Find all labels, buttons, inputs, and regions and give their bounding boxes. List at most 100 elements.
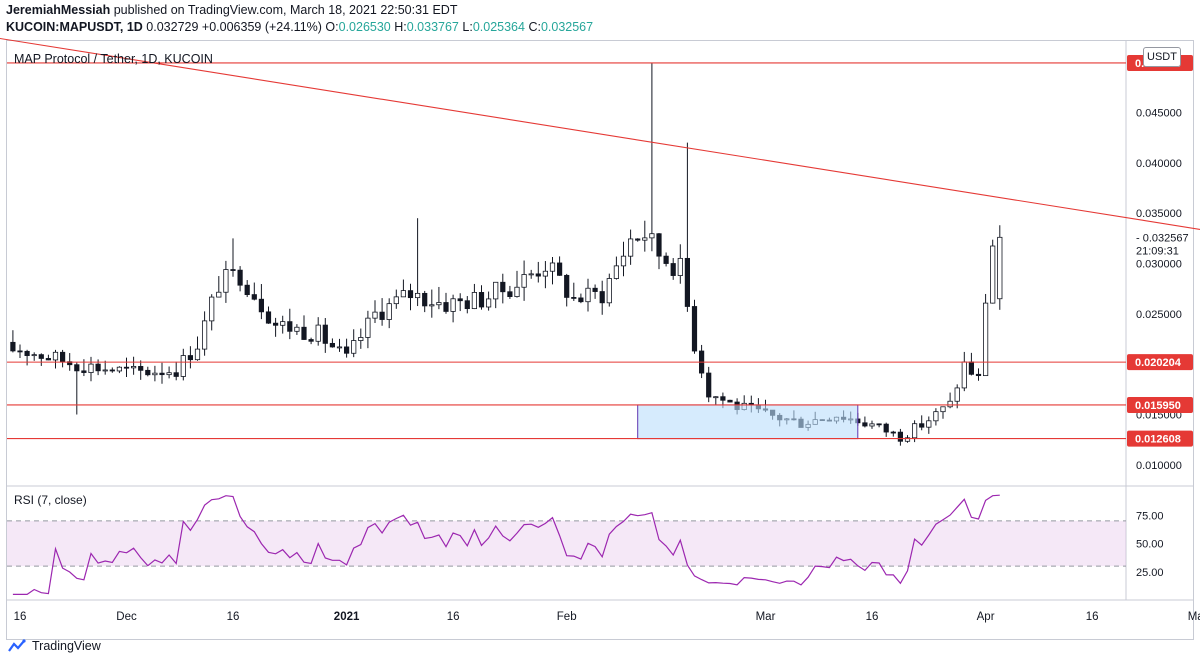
- candle: [628, 229, 634, 265]
- candle: [642, 220, 648, 252]
- y-tick-label: 0.040000: [1136, 158, 1182, 170]
- candle: [109, 367, 115, 373]
- candle-body: [549, 262, 556, 272]
- candle-body: [897, 431, 904, 442]
- candle-body: [265, 311, 272, 324]
- candle: [699, 344, 705, 379]
- candle-body: [393, 296, 399, 305]
- rsi-tick-label: 75.00: [1136, 510, 1164, 522]
- chart-panel[interactable]: [6, 40, 1194, 640]
- candle-body: [223, 269, 229, 293]
- y-tick-label: 0.035000: [1136, 208, 1182, 220]
- candle: [351, 329, 357, 358]
- candle-body: [975, 373, 982, 377]
- candle-body: [329, 342, 336, 348]
- open-value: 0.026530: [338, 20, 391, 34]
- candle: [961, 351, 967, 392]
- level-price-tag: [1127, 396, 1193, 413]
- candle-body: [95, 363, 101, 372]
- symbol-name: KUCOIN:MAPUSDT, 1D: [6, 20, 143, 34]
- candle: [897, 428, 904, 446]
- candle: [713, 396, 719, 406]
- level-price-label: 0.012608: [1135, 434, 1181, 446]
- x-tick-label: 16: [14, 611, 27, 623]
- candle-body: [628, 238, 634, 257]
- candle: [209, 294, 215, 331]
- candle: [315, 317, 321, 346]
- level-price-label: 0.015950: [1135, 400, 1181, 412]
- candle: [386, 298, 392, 329]
- rsi-tick-label: 25.00: [1136, 567, 1164, 579]
- candle-body: [280, 321, 286, 326]
- candle: [60, 349, 66, 368]
- candle-body: [890, 431, 896, 434]
- candle-body: [997, 236, 1003, 300]
- price-change: +0.006359 (+24.11%): [201, 20, 322, 34]
- level-price-label: 0.020204: [1135, 357, 1182, 369]
- candle-body: [706, 372, 712, 398]
- candle-body: [720, 396, 726, 401]
- candle: [230, 238, 236, 277]
- candle: [975, 368, 982, 381]
- candle: [436, 286, 442, 310]
- brand-text[interactable]: TradingView: [32, 639, 101, 653]
- candle-body: [400, 290, 407, 298]
- candle: [329, 338, 336, 348]
- candle: [514, 270, 520, 298]
- candle-body: [606, 278, 612, 304]
- candle-body: [372, 311, 378, 319]
- candle: [457, 293, 463, 312]
- candle: [17, 344, 23, 359]
- candle-body: [173, 372, 179, 377]
- candle-body: [379, 311, 385, 320]
- candle-body: [166, 372, 172, 376]
- candle: [890, 430, 896, 437]
- rsi-line: [12, 494, 1000, 596]
- open-label: O:: [325, 20, 339, 34]
- candle-body: [17, 350, 23, 353]
- candle: [968, 352, 975, 376]
- candle: [365, 310, 371, 349]
- candle-body: [74, 364, 80, 372]
- candle-body: [507, 291, 513, 297]
- candle-body: [145, 369, 151, 376]
- candle: [670, 258, 676, 280]
- candle: [237, 266, 243, 292]
- candle: [883, 422, 889, 437]
- candle-body: [642, 237, 648, 241]
- candle: [876, 423, 882, 428]
- candle-body: [251, 294, 257, 300]
- candle-body: [436, 302, 442, 306]
- candle: [130, 356, 137, 375]
- candle-body: [933, 411, 939, 422]
- currency-button[interactable]: USDT: [1143, 47, 1181, 67]
- candle-body: [940, 406, 946, 413]
- candle: [940, 406, 946, 419]
- candle: [422, 290, 428, 313]
- candle-body: [542, 270, 549, 277]
- candle-body: [422, 292, 428, 307]
- publish-date: published on TradingView.com, March 18, …: [113, 3, 458, 17]
- candle: [933, 408, 939, 426]
- candle-body: [24, 350, 30, 356]
- candle-body: [209, 296, 215, 322]
- candle-body: [187, 355, 193, 361]
- candle-body: [351, 340, 357, 354]
- candle: [187, 346, 193, 369]
- candle-body: [862, 422, 868, 427]
- x-tick-label: 16: [447, 611, 460, 623]
- candle-body: [308, 339, 314, 342]
- candle: [336, 338, 343, 352]
- y-tick-label: 0.030000: [1136, 259, 1182, 271]
- candle-body: [663, 255, 669, 264]
- candle: [45, 354, 52, 361]
- candle: [677, 244, 683, 284]
- trendline: [0, 37, 1200, 230]
- candle: [429, 289, 435, 318]
- candle: [343, 338, 350, 358]
- rsi-band: [7, 520, 1126, 567]
- author-name[interactable]: JeremiahMessiah: [6, 3, 111, 17]
- candle-body: [478, 292, 485, 308]
- level-price-tag: [1127, 354, 1193, 371]
